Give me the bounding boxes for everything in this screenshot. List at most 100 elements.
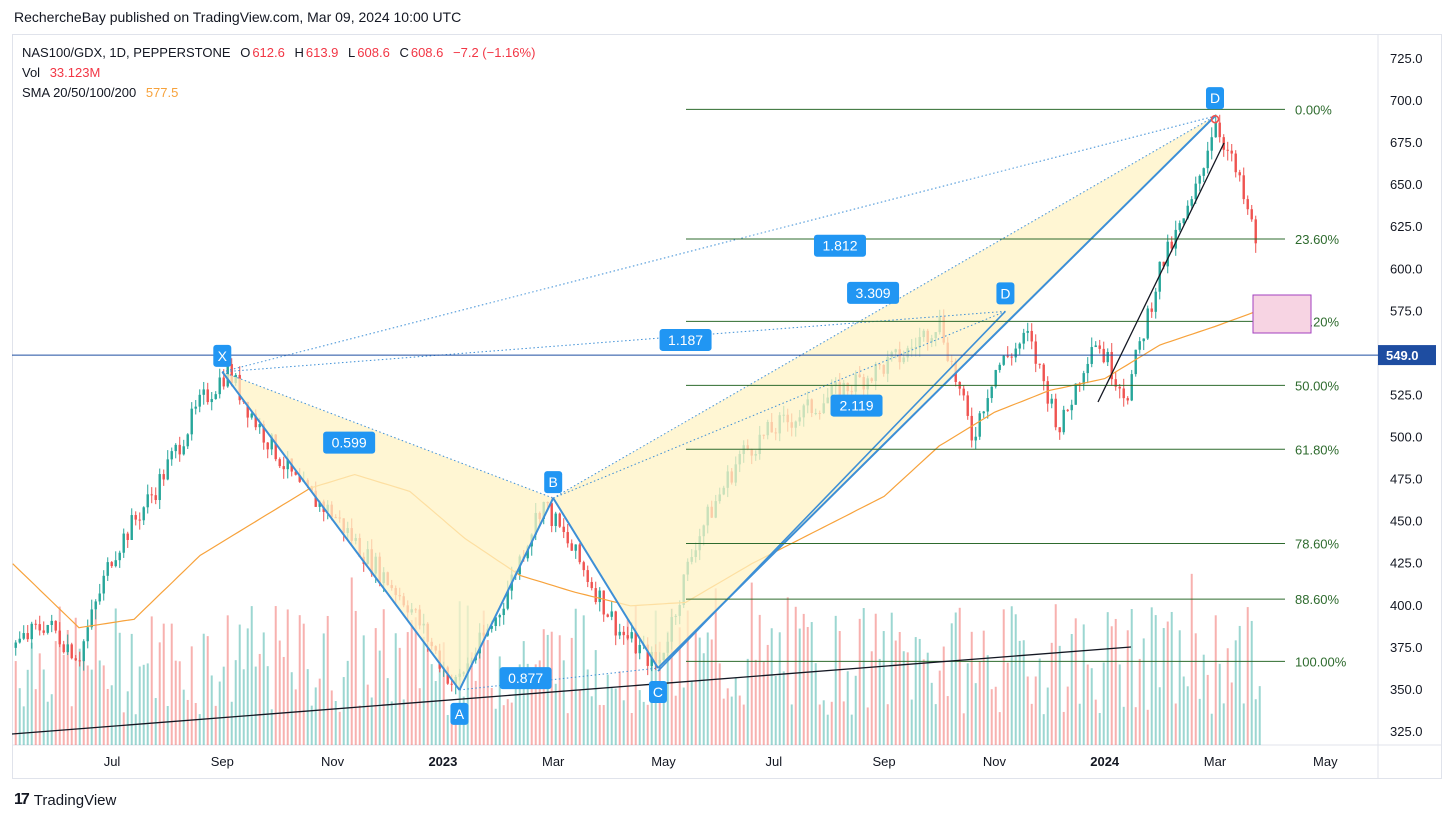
candle-body [294, 471, 297, 475]
candle [574, 544, 577, 559]
candle-body [122, 533, 125, 553]
volume-bar [334, 701, 337, 745]
volume-bar [430, 664, 433, 745]
volume-bar [978, 661, 981, 745]
volume-bar [26, 669, 29, 745]
tradingview-logo[interactable]: 17 TradingView [14, 791, 116, 809]
candle [178, 436, 181, 462]
legend-volume: Vol 33.123M [22, 65, 100, 80]
candle [66, 634, 69, 656]
candle [30, 621, 33, 649]
candle-body [626, 635, 629, 639]
volume-bar [414, 617, 417, 745]
volume-bar [662, 700, 665, 745]
volume-bar [866, 707, 869, 745]
candle-body [1058, 427, 1061, 433]
volume-bar [1222, 703, 1225, 745]
volume-bar [1190, 573, 1193, 745]
current-price-tag-label: 549.0 [1386, 348, 1419, 363]
rising-trendline [1097, 142, 1225, 403]
ratio-label-text: 0.877 [508, 670, 543, 686]
candle [214, 391, 217, 400]
volume-bar [254, 666, 257, 745]
pattern-dotted-line [222, 310, 1006, 373]
pattern-point-x: X [213, 344, 232, 367]
volume-bar [926, 652, 929, 745]
volume-bar [22, 706, 25, 745]
candle-body [138, 519, 141, 521]
volume-bar [998, 712, 1001, 745]
candle-body [1034, 341, 1037, 364]
volume-bar [178, 661, 181, 745]
volume-bar [742, 704, 745, 745]
volume-bar [1118, 664, 1121, 745]
candle-body [1134, 349, 1137, 375]
volume-bar [370, 697, 373, 745]
candle-body [494, 617, 497, 626]
candle-body [1238, 172, 1241, 176]
price-tick-label: 475.0 [1390, 472, 1423, 487]
price-tick-label: 650.0 [1390, 177, 1423, 192]
candle-body [1050, 398, 1053, 404]
volume-bar [442, 642, 445, 745]
candle-body [978, 413, 981, 437]
candle-body [182, 446, 185, 455]
candle-body [202, 389, 205, 395]
volume-bar [74, 617, 77, 745]
volume-bar [70, 706, 73, 745]
volume-bar [670, 608, 673, 745]
pattern-point-labels: X A B C D D [213, 87, 1224, 725]
volume-bar [82, 643, 85, 745]
candle-body [1234, 153, 1237, 173]
candle-body [94, 601, 97, 610]
candle-body [962, 388, 965, 396]
candle-body [266, 442, 269, 450]
point-label-text: X [218, 348, 228, 364]
candle [1226, 141, 1229, 161]
candle [1074, 383, 1077, 405]
candle [958, 381, 961, 396]
ratio-label: 3.309 [847, 281, 900, 304]
candle-body [62, 644, 65, 653]
candle-body [174, 444, 177, 452]
volume-bar [1170, 611, 1173, 745]
volume-bar [150, 616, 153, 745]
candle-body [1226, 149, 1229, 151]
price-tick-label: 500.0 [1390, 430, 1423, 445]
volume-bar [934, 704, 937, 745]
volume-bar [906, 652, 909, 745]
ratio-label-text: 0.599 [332, 435, 367, 451]
candle-body [206, 389, 209, 403]
candle-body [1070, 404, 1073, 411]
volume-bar [322, 633, 325, 745]
candle [1182, 218, 1185, 225]
volume-bar [266, 666, 269, 745]
volume-bar [778, 632, 781, 745]
candle [1126, 396, 1129, 405]
volume-bar [18, 688, 21, 745]
volume-bar [1010, 606, 1013, 745]
volume-bar [62, 654, 65, 745]
legend-sma-value: 577.5 [145, 85, 179, 100]
volume-bar [1034, 676, 1037, 745]
volume-bar [398, 647, 401, 745]
candle [82, 639, 85, 671]
candle [110, 561, 113, 568]
candle-body [186, 434, 189, 447]
volume-bar [310, 705, 313, 745]
candle [1202, 167, 1205, 183]
legend-open-label: O [240, 45, 251, 60]
candle [1046, 376, 1049, 412]
candle-body [1138, 341, 1141, 350]
candle-body [994, 370, 997, 387]
volume-bar [446, 714, 449, 745]
time-tick-label: Nov [321, 754, 345, 769]
candle-body [254, 413, 257, 428]
candle-body [86, 627, 89, 642]
candle [210, 392, 213, 411]
volume-bar [1230, 682, 1233, 745]
volume-bar [1070, 633, 1073, 745]
price-tick-label: 600.0 [1390, 261, 1423, 276]
volume-bar [1138, 658, 1141, 745]
